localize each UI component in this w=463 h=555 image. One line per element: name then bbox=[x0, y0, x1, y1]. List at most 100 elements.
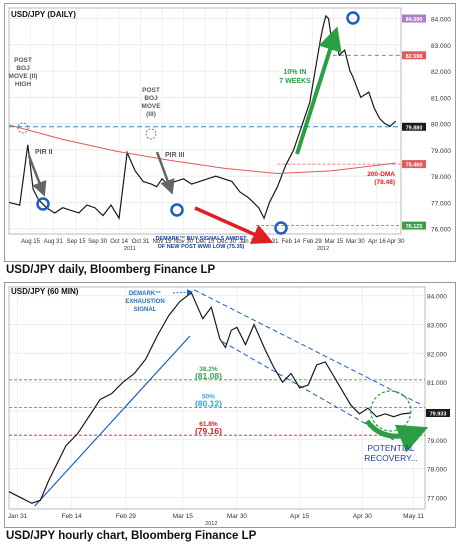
price-flag-label: 84.000 bbox=[406, 17, 423, 23]
x-tick-label: Sep 30 bbox=[88, 239, 108, 245]
channel-lower-line bbox=[222, 341, 394, 441]
y-tick-label: 79.000 bbox=[431, 148, 451, 155]
plot-frame bbox=[8, 286, 426, 510]
annotation-text: DEMARK™ EXHAUSTION SIGNAL bbox=[125, 290, 164, 313]
x-tick-label: Apr 16 bbox=[368, 239, 386, 245]
y-tick-label: 83.000 bbox=[431, 43, 451, 50]
y-tick-label: 77.000 bbox=[431, 200, 451, 207]
pir-arrow bbox=[155, 151, 175, 195]
hourly-chart-caption: USD/JPY hourly chart, Bloomberg Finance … bbox=[6, 530, 257, 542]
y-tick-label: 83.000 bbox=[427, 322, 447, 329]
dma-label: 200-DMA bbox=[367, 171, 395, 178]
y-tick-label: 77.000 bbox=[427, 495, 447, 502]
price-flag bbox=[402, 14, 426, 23]
x-tick-label: Apr 30 bbox=[353, 513, 373, 520]
recovery-arrow bbox=[365, 419, 429, 453]
y-tick-label: 82.000 bbox=[427, 351, 447, 358]
x-tick-label: Nov 30 bbox=[174, 239, 194, 245]
y-tick-label: 80.000 bbox=[431, 122, 451, 129]
annotation-text: PIR III bbox=[165, 152, 185, 159]
x-tick-label: Mar 15 bbox=[173, 513, 194, 520]
demark-signal-circle bbox=[170, 203, 184, 217]
price-flag bbox=[402, 221, 426, 230]
price-series-line bbox=[8, 291, 411, 504]
x-tick-label: Jan 16 bbox=[239, 239, 258, 245]
annotation-text: POTENTIAL RECOVERY... bbox=[364, 443, 418, 463]
plot-frame bbox=[8, 7, 402, 235]
y-tick-label: 81.000 bbox=[431, 95, 451, 102]
x-year-label: 2012 bbox=[205, 521, 217, 527]
high-marker bbox=[145, 128, 157, 140]
fib-value-label: (79.16) bbox=[195, 426, 222, 436]
y-tick-label: 79.000 bbox=[427, 438, 447, 445]
x-tick-label: Jan 31 bbox=[8, 513, 28, 520]
recovery-circle bbox=[370, 390, 412, 432]
price-flag bbox=[402, 160, 426, 169]
daily-chart-caption: USD/JPY daily, Bloomberg Finance LP bbox=[6, 264, 216, 276]
chart-title: USD/JPY (60 MIN) bbox=[11, 287, 79, 296]
annotation-text: 10% IN 7 WEEKS bbox=[279, 69, 311, 85]
price-flag-label: 82.598 bbox=[406, 54, 423, 60]
annotation-text: DEMARK™ BUY SIGNALS AMIDST OF NEW POST WW… bbox=[155, 236, 247, 250]
x-year-label: 2012 bbox=[317, 246, 329, 252]
x-tick-label: May 11 bbox=[403, 513, 424, 520]
y-tick-label: 78.000 bbox=[431, 174, 451, 181]
demark-signal-circle bbox=[274, 221, 288, 235]
y-tick-label: 84.000 bbox=[431, 17, 451, 24]
daily-chart-panel: 84.000 83.000 82.000 81.000 80.000 79.000 78.0… bbox=[4, 3, 456, 262]
x-tick-label: Feb 14 bbox=[62, 513, 83, 520]
price-flag-label: 76.125 bbox=[406, 224, 423, 230]
x-tick-label: Feb 29 bbox=[303, 239, 322, 245]
price-flag bbox=[402, 122, 426, 131]
x-tick-label: Oct 31 bbox=[132, 239, 150, 245]
pir-arrow bbox=[27, 155, 47, 197]
demark-signal-circle bbox=[36, 197, 50, 211]
fib-value-label: (80.12) bbox=[195, 399, 222, 409]
fib-pct-label: 50% bbox=[202, 394, 215, 401]
x-year-label: 2011 bbox=[124, 246, 136, 252]
x-tick-label: Feb 14 bbox=[282, 239, 301, 245]
annotation-text: PIR II bbox=[35, 149, 53, 156]
price-flag bbox=[426, 408, 450, 417]
demark-signal-circle bbox=[346, 11, 360, 25]
rally-arrow bbox=[295, 26, 342, 155]
fib-pct-label: 38.2% bbox=[199, 366, 218, 373]
x-tick-label: Sep 15 bbox=[67, 239, 87, 245]
x-tick-label: Oct 14 bbox=[110, 239, 128, 245]
x-tick-label: Apr 15 bbox=[290, 513, 310, 520]
price-series-line bbox=[8, 14, 397, 221]
hourly-chart-panel: 84.00083.00082.00081.00080.00079.00078.0… bbox=[4, 282, 456, 528]
fib-value-label: (81.08) bbox=[195, 371, 222, 381]
price-flag bbox=[402, 51, 426, 60]
hourly-chart: 84.00083.00082.00081.00080.00079.00078.0… bbox=[8, 286, 450, 527]
y-tick-label: 82.000 bbox=[431, 69, 451, 76]
y-tick-label: 76.000 bbox=[431, 227, 451, 234]
dma-series-line bbox=[8, 124, 396, 175]
high-marker bbox=[17, 122, 29, 134]
x-tick-label: Feb 29 bbox=[116, 513, 137, 520]
dma-value-label: (78.48) bbox=[374, 179, 395, 186]
x-tick-label: Mar 30 bbox=[346, 239, 365, 245]
daily-chart: 84.000 83.000 82.000 81.000 80.000 79.000 78.0… bbox=[8, 7, 451, 252]
x-tick-label: Aug 15 bbox=[21, 239, 41, 245]
y-tick-label: 84.000 bbox=[427, 294, 447, 301]
price-flag-label: 79.933 bbox=[430, 411, 447, 417]
x-tick-label: Apr 30 bbox=[387, 239, 405, 245]
price-flag-label: 78.460 bbox=[406, 163, 423, 169]
annotation-text: POST BOJ MOVE (II) HIGH bbox=[9, 57, 38, 88]
chart-title: USD/JPY (DAILY) bbox=[11, 10, 76, 19]
x-tick-label: Dec 15 bbox=[195, 239, 215, 245]
y-tick-label: 81.000 bbox=[427, 380, 447, 387]
x-tick-label: Dec 30 bbox=[217, 239, 237, 245]
uptrend-line bbox=[34, 335, 191, 507]
fib-pct-label: 61.8% bbox=[199, 421, 218, 428]
x-tick-label: Nov 15 bbox=[153, 239, 173, 245]
x-tick-label: Mar 15 bbox=[325, 239, 344, 245]
price-flag-label: 79.880 bbox=[406, 125, 423, 131]
x-tick-label: Aug 31 bbox=[44, 239, 64, 245]
annotation-text: POST BOJ MOVE (III) bbox=[141, 87, 161, 118]
downtrend-arrow bbox=[194, 206, 274, 244]
channel-upper-line bbox=[193, 289, 423, 406]
y-tick-label: 78.000 bbox=[427, 467, 447, 474]
x-tick-label: Mar 30 bbox=[227, 513, 248, 520]
